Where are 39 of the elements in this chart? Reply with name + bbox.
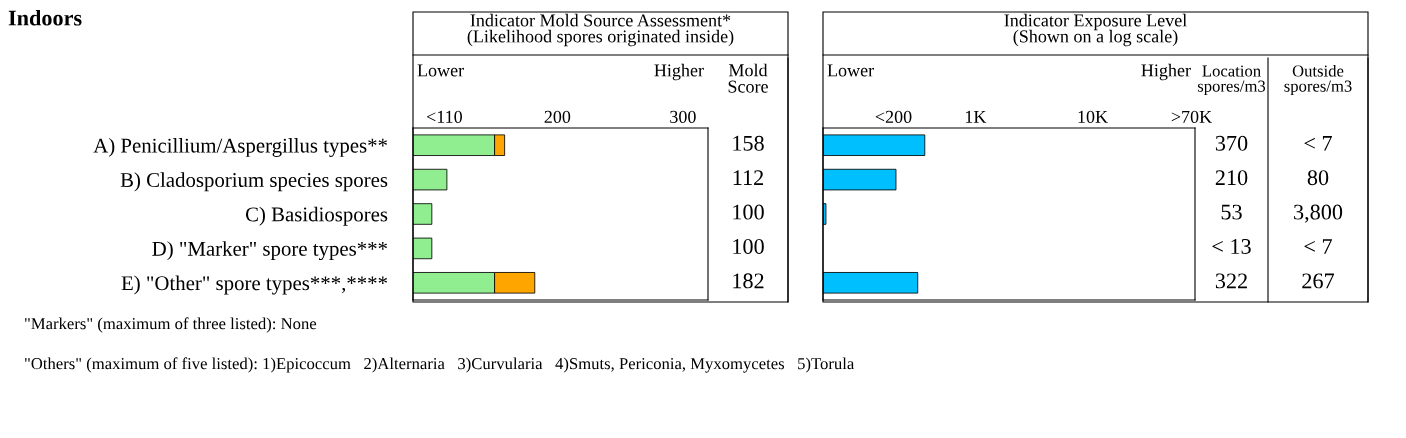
text: 112 [733,170,764,185]
text: 100 [733,238,764,254]
x-tick-label: >70K [1171,110,1212,123]
text: 3,800 [1294,204,1343,223]
chart-subtitle: (Likelihood spores originated inside) [467,29,734,47]
text: Lower [827,64,874,77]
y-tick-label: C) Basidiospores [245,206,388,226]
text: Higher [654,63,704,81]
text: 210 [1215,170,1248,186]
text: 370 [1215,135,1248,151]
text: 158 [733,135,764,151]
x-tick-label: 300 [670,110,696,123]
text: "Others" (maximum of five listed): 1)Epicoccum 2)Alternaria 3)Curvularia 4)Smuts, Periconia, Myxomycetes 5)Torula [25,357,855,373]
text: Indoors [8,9,82,26]
text: 322 [1215,273,1247,289]
y-tick-label: A) Penicillium/Aspergillus types** [93,137,387,157]
text: < 7 [1304,135,1332,151]
x-tick-label: <110 [426,110,462,123]
text: 80 [1307,170,1329,186]
x-tick-label: 200 [544,110,571,123]
text: Location spores/m3 [1197,65,1266,96]
text: Mold Score [728,63,768,93]
text: Outside spores/m3 [1284,64,1352,96]
x-tick-label: <200 [875,110,912,123]
text: < 13 [1212,239,1251,254]
text: Higher [1141,63,1191,81]
text: Lower [417,64,464,77]
text: 53 [1221,204,1242,220]
chart-title: Indicator Mold Source Assessment* [470,13,731,27]
text: "Markers" (maximum of three listed): None [25,317,317,333]
y-tick-label: B) Cladosporium species spores [120,172,388,192]
y-tick-label: D) "Marker" spore types*** [152,241,387,261]
text: 182 [733,273,764,289]
y-tick-label: E) "Other" spore types***,**** [121,275,387,295]
text: 267 [1302,273,1335,289]
text: < 7 [1304,239,1332,254]
text: 100 [733,204,764,220]
x-tick-label: 1K [965,110,987,123]
x-tick-label: 10K [1078,110,1108,123]
